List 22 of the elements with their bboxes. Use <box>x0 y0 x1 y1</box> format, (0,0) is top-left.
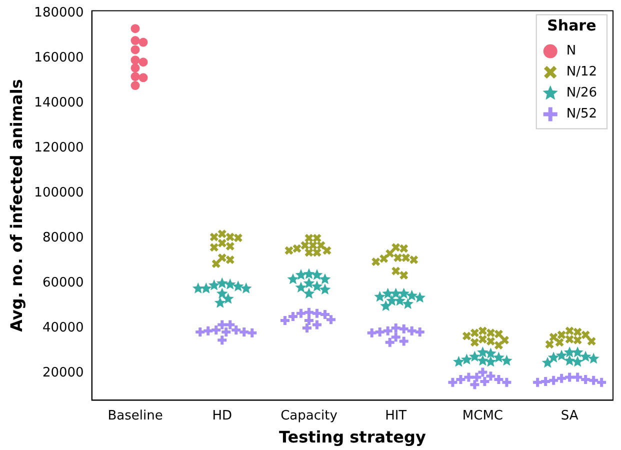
y-axis-title: Avg. no. of infected animals <box>6 79 26 332</box>
x-tick-label: SA <box>560 408 578 424</box>
y-tick-label: 140000 <box>34 95 84 110</box>
y-tick-label: 60000 <box>42 276 84 291</box>
y-tick-label: 180000 <box>34 5 84 20</box>
y-tick-label: 40000 <box>42 320 84 336</box>
legend-label: N/52 <box>566 106 598 122</box>
x-tick-label: MCMC <box>462 408 504 424</box>
x-tick-label: HD <box>212 408 232 424</box>
legend-label: N <box>566 44 576 59</box>
y-tick-label: 160000 <box>34 50 84 66</box>
legend-title: Share <box>547 16 596 35</box>
y-tick-label: 120000 <box>34 140 84 156</box>
legend-label: N/12 <box>566 64 598 80</box>
legend-label: N/26 <box>566 86 598 101</box>
y-tick-label: 80000 <box>42 230 84 246</box>
x-tick-label: Capacity <box>280 408 338 424</box>
x-tick-label: Baseline <box>108 408 163 424</box>
y-tick-label: 100000 <box>34 185 84 200</box>
y-tick-label: 20000 <box>42 366 84 381</box>
x-tick-label: HIT <box>385 408 407 424</box>
x-axis-title: Testing strategy <box>278 428 426 447</box>
